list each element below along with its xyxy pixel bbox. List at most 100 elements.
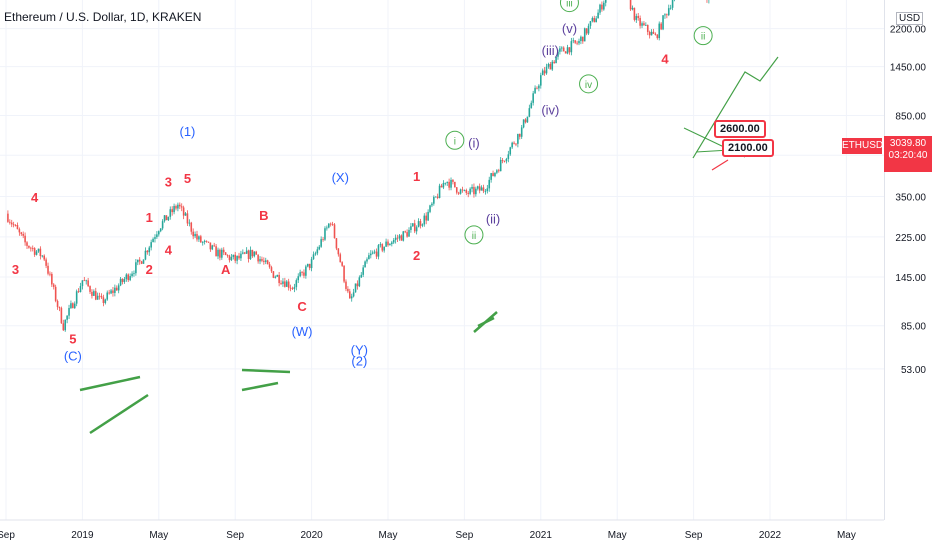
candle-body (234, 254, 236, 261)
candle-body (108, 292, 110, 294)
currency-unit[interactable]: USD (896, 12, 924, 25)
candle-body (576, 42, 578, 44)
candle-body (200, 236, 202, 243)
candle-body (156, 234, 158, 238)
candle-body (9, 221, 11, 223)
x-tick-label: 2021 (530, 530, 553, 541)
candle-body (33, 248, 36, 255)
candle-body (601, 4, 603, 10)
x-tick-label: May (149, 530, 168, 541)
candle-body (452, 179, 454, 182)
candle-body (276, 275, 279, 277)
candle-body (119, 278, 122, 286)
x-tick-label: Sep (456, 530, 474, 541)
candle-body (263, 260, 265, 262)
candle-body (352, 292, 355, 297)
candle-body (511, 142, 513, 148)
candle-body (587, 25, 590, 34)
candle-body (589, 21, 592, 26)
candle-body (398, 235, 401, 239)
wave-label: 2 (146, 262, 153, 277)
candle-body (249, 249, 252, 259)
candle-body (643, 23, 645, 26)
candle-body (26, 242, 28, 246)
candle-body (658, 23, 661, 39)
candle-body (599, 4, 601, 13)
candle-body (515, 143, 517, 145)
candle-body (389, 244, 391, 246)
candle-body (87, 280, 89, 287)
candle-body (291, 288, 294, 290)
candle-body (261, 259, 263, 261)
candle-body (375, 251, 378, 257)
bar-countdown: 03:20:40 (888, 150, 928, 161)
price-axis[interactable] (884, 0, 932, 520)
candle-body (72, 303, 74, 309)
candle-body (91, 291, 93, 296)
candle-body (549, 64, 552, 70)
candle-body (646, 24, 649, 32)
candle-body (368, 255, 370, 260)
candle-body (161, 221, 164, 229)
candle-body (222, 249, 225, 253)
candle-body (268, 264, 271, 268)
candle-body (469, 188, 471, 194)
candle-body (45, 259, 47, 266)
candle-body (494, 172, 496, 177)
candle-body (138, 259, 141, 262)
candle-body (631, 7, 634, 10)
candle-body (274, 276, 277, 278)
candle-body (232, 254, 235, 257)
candle-body (240, 253, 242, 259)
candle-body (305, 266, 307, 276)
candle-body (444, 182, 447, 184)
candle-body (266, 260, 269, 265)
candle-body (574, 40, 576, 43)
candle-body (484, 191, 487, 192)
candle-body (501, 160, 504, 161)
candle-body (341, 262, 343, 266)
candle-body (158, 231, 160, 235)
candle-body (371, 252, 374, 254)
candle-body (486, 188, 489, 192)
y-tick-label: 1450.00 (890, 63, 927, 74)
candle-body (641, 23, 643, 26)
candle-body (312, 254, 315, 260)
candle-body (316, 249, 319, 254)
candle-body (476, 186, 479, 189)
candle-body (373, 251, 376, 253)
candle-body (173, 206, 175, 213)
projection-path (692, 56, 779, 159)
candle-body (442, 183, 445, 188)
candle-body (335, 238, 338, 249)
candle-body (125, 274, 128, 280)
candle-body (530, 102, 533, 109)
candle-body (490, 173, 492, 180)
candle-body (94, 291, 97, 300)
candle-body (280, 283, 282, 284)
candle-body (423, 215, 426, 225)
candle-body (404, 231, 406, 233)
candle-body (434, 196, 437, 198)
candle-body (114, 287, 116, 293)
candle-body (410, 226, 412, 230)
target-low-callout: 2100.00 (722, 139, 774, 157)
candle-body (190, 222, 193, 232)
candle-body (154, 237, 156, 239)
candle-body (301, 272, 303, 273)
candle-body (488, 179, 491, 189)
wave-label-circle (579, 74, 599, 94)
x-tick-label: Sep (0, 530, 15, 541)
candle-body (175, 206, 177, 209)
candle-body (322, 239, 324, 240)
candle-body (518, 133, 521, 137)
candle-body (463, 190, 466, 191)
candle-body (356, 283, 359, 287)
candle-body (433, 196, 435, 204)
candle-body (478, 186, 481, 191)
candle-body (473, 186, 475, 195)
candle-body (662, 15, 664, 30)
candle-body (652, 31, 655, 34)
candle-body (243, 252, 246, 254)
